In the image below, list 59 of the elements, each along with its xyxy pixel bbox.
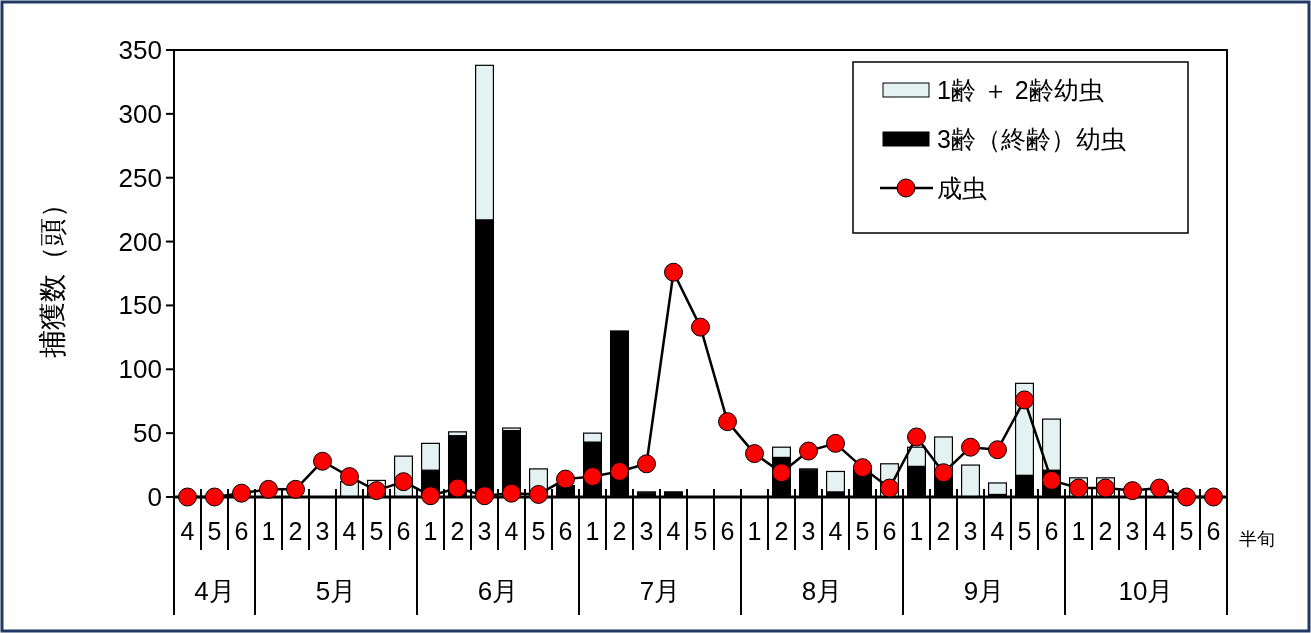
x-tick-label: 5 <box>207 517 222 545</box>
x-tick-label: 1 <box>423 517 438 545</box>
x-tick-label: 5 <box>369 517 384 545</box>
y-tick-label: 150 <box>118 290 162 321</box>
text: 9月 <box>963 576 1005 606</box>
y-axis-title: 捕獲数（頭） <box>37 189 68 358</box>
x-tick-label: 6 <box>396 517 411 545</box>
text: 6月 <box>477 576 519 606</box>
text: 10月 <box>1118 576 1174 606</box>
x-tick-label: 1 <box>909 517 924 545</box>
x-tick-label: 4 <box>828 517 843 545</box>
x-tick-label: 1 <box>1071 517 1086 545</box>
x-tick-label: 4 <box>342 517 357 545</box>
x-tick-label: 5 <box>693 517 708 545</box>
legend-label: 1齢 ＋ 2齢幼虫 <box>937 76 1104 104</box>
x-tick-label: 4 <box>180 517 195 545</box>
x-tick-label: 3 <box>477 517 492 545</box>
x-tick-label: 2 <box>612 517 627 545</box>
x-tick-label: 6 <box>1206 517 1221 545</box>
x-tick-label: 1 <box>261 517 276 545</box>
y-tick-label: 0 <box>147 482 162 512</box>
x-tick-label: 6 <box>882 517 897 545</box>
x-tick-label: 6 <box>1044 517 1059 545</box>
x-tick-label: 6 <box>558 517 573 545</box>
x-tick-label: 5 <box>531 517 546 545</box>
x-tick-label: 5 <box>1179 517 1194 545</box>
y-tick-label: 250 <box>118 162 162 193</box>
x-tick-label: 1 <box>585 517 600 545</box>
legend-label: 成虫 <box>937 174 987 202</box>
text: 4月 <box>194 576 235 606</box>
y-tick-label: 350 <box>118 35 162 65</box>
y-tick-label: 300 <box>118 98 162 129</box>
legend-label: 3齢（終齢）幼虫 <box>937 125 1126 153</box>
x-tick-label: 4 <box>504 517 519 545</box>
x-tick-label: 6 <box>234 517 249 545</box>
x-tick-label: 2 <box>936 517 951 545</box>
text: 5月 <box>315 576 357 606</box>
x-tick-label: 3 <box>1125 517 1140 545</box>
x-axis-title: 半旬 <box>1239 529 1275 549</box>
x-tick-label: 2 <box>288 517 303 545</box>
text: 7月 <box>639 576 681 606</box>
x-tick-label: 6 <box>720 517 735 545</box>
x-tick-label: 3 <box>639 517 654 545</box>
y-tick-label: 50 <box>133 418 162 449</box>
x-tick-label: 5 <box>855 517 870 545</box>
text: 8月 <box>801 576 843 606</box>
x-tick-label: 4 <box>990 517 1005 545</box>
x-tick-label: 2 <box>450 517 465 545</box>
y-tick-label: 200 <box>118 226 162 257</box>
x-tick-label: 3 <box>315 517 330 545</box>
x-tick-label: 1 <box>747 517 762 545</box>
x-tick-label: 3 <box>801 517 816 545</box>
x-tick-label: 2 <box>774 517 789 545</box>
x-tick-label: 3 <box>963 517 978 545</box>
x-tick-label: 4 <box>1152 517 1167 545</box>
y-tick-label: 100 <box>118 354 162 385</box>
x-tick-label: 2 <box>1098 517 1113 545</box>
x-tick-label: 5 <box>1017 517 1032 545</box>
x-tick-label: 4 <box>666 517 681 545</box>
